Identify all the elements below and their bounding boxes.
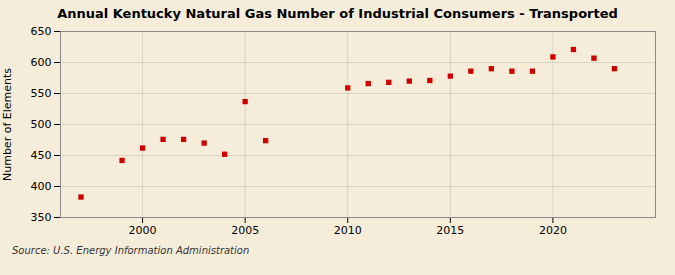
svg-text:400: 400 <box>31 180 52 193</box>
svg-text:2010: 2010 <box>334 224 362 237</box>
svg-text:650: 650 <box>31 25 52 38</box>
svg-text:350: 350 <box>31 211 52 224</box>
svg-text:550: 550 <box>31 87 52 100</box>
html-text:Annual Kentucky Natural Gas Nu: Annual Kentucky Natural Gas Number of In… <box>57 6 618 21</box>
svg-text:2015: 2015 <box>436 224 464 237</box>
svg-text:2000: 2000 <box>129 224 157 237</box>
svg-text:2020: 2020 <box>539 224 567 237</box>
svg-text:600: 600 <box>31 56 52 69</box>
html-text:Source: U.S. Energy Informatio: Source: U.S. Energy Information Administ… <box>12 245 250 256</box>
svg-text:2005: 2005 <box>231 224 259 237</box>
svg-text:500: 500 <box>31 118 52 131</box>
svg-text:Number of Elements: Number of Elements <box>1 68 14 181</box>
svg-text:450: 450 <box>31 149 52 162</box>
